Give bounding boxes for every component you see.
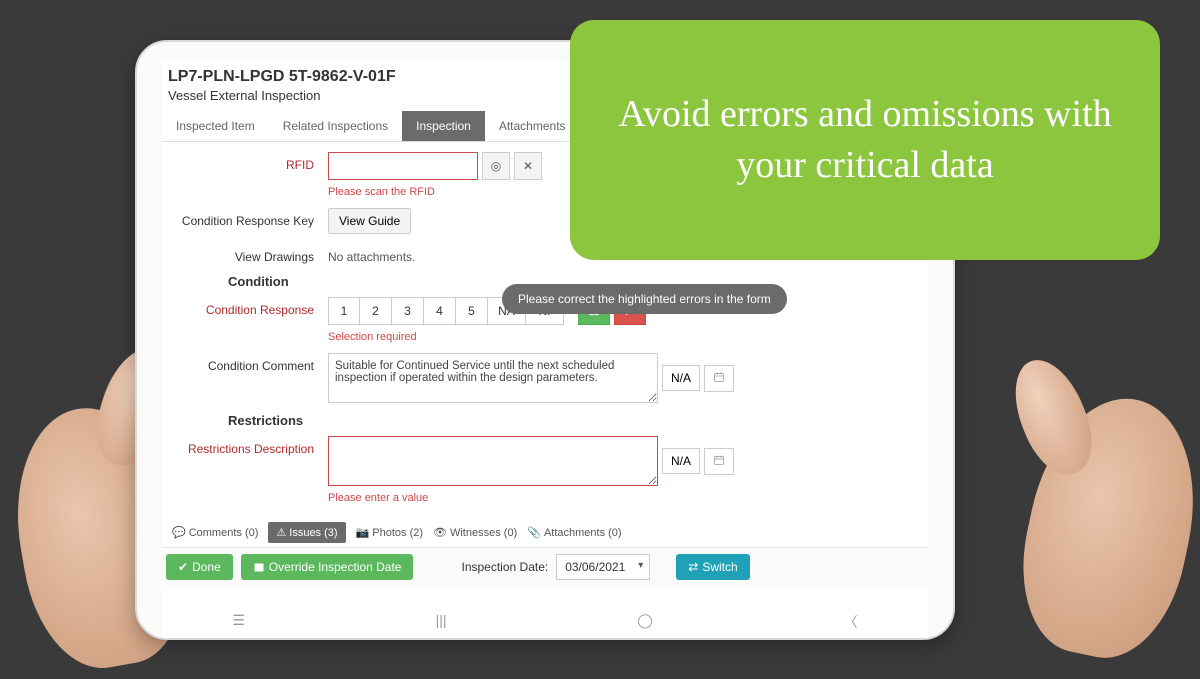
footer-bar: ✔ Done Override Inspection Date Inspecti… xyxy=(162,547,928,586)
tab-inspection[interactable]: Inspection xyxy=(402,111,485,141)
calendar-icon xyxy=(713,371,725,383)
restrictions-na-button[interactable]: N/A xyxy=(662,448,700,474)
cond-opt-1[interactable]: 1 xyxy=(328,297,360,325)
switch-label: Switch xyxy=(702,560,737,574)
bt-attachments-label: Attachments (0) xyxy=(544,527,622,539)
section-restrictions: Restrictions xyxy=(228,413,922,428)
cond-comment-na-button[interactable]: N/A xyxy=(662,365,700,391)
row-restrictions: Restrictions Description N/A Please ente… xyxy=(168,436,922,504)
error-toast: Please correct the highlighted errors in… xyxy=(502,284,787,314)
bottom-tab-bar: 💬 Comments (0) ⚠ Issues (3) 📷 Photos (2)… xyxy=(172,522,922,543)
override-label: Override Inspection Date xyxy=(269,560,402,574)
insp-date-label: Inspection Date: xyxy=(461,560,548,574)
view-drawings-text: No attachments. xyxy=(328,244,415,264)
bt-photos-label: Photos (2) xyxy=(372,527,423,539)
done-label: Done xyxy=(192,560,221,574)
cond-response-label: Condition Response xyxy=(168,297,328,317)
bt-comments-label: Comments (0) xyxy=(189,527,259,539)
calendar-icon xyxy=(253,561,265,573)
rfid-clear-icon[interactable]: ✕ xyxy=(514,152,542,180)
bt-comments[interactable]: 💬 Comments (0) xyxy=(172,526,258,539)
cond-comment-date-button[interactable] xyxy=(704,365,734,392)
cond-opt-3[interactable]: 3 xyxy=(392,297,424,325)
override-button[interactable]: Override Inspection Date xyxy=(241,554,414,580)
cond-response-help: Selection required xyxy=(328,331,922,343)
tab-inspected-item[interactable]: Inspected Item xyxy=(162,111,269,141)
bt-witnesses-label: Witnesses (0) xyxy=(450,527,517,539)
view-drawings-label: View Drawings xyxy=(168,244,328,264)
nav-recent-icon[interactable]: ☰ xyxy=(232,612,245,632)
cond-opt-2[interactable]: 2 xyxy=(360,297,392,325)
insp-date-select[interactable]: 03/06/2021 xyxy=(556,554,650,580)
nav-home-icon[interactable]: ||| xyxy=(436,612,447,632)
calendar-icon xyxy=(713,454,725,466)
bt-witnesses[interactable]: 👁 Witnesses (0) xyxy=(433,526,517,539)
tablet-nav-bar: ☰ ||| ◯ 〈 xyxy=(137,612,953,632)
restrictions-date-button[interactable] xyxy=(704,448,734,475)
callout-text: Avoid errors and omissions with your cri… xyxy=(606,89,1124,192)
restrictions-help: Please enter a value xyxy=(328,492,922,504)
done-button[interactable]: ✔ Done xyxy=(166,554,233,580)
tab-attachments[interactable]: Attachments xyxy=(485,111,580,141)
tab-related-inspections[interactable]: Related Inspections xyxy=(269,111,402,141)
cond-opt-4[interactable]: 4 xyxy=(424,297,456,325)
restrictions-textarea[interactable] xyxy=(328,436,658,486)
rfid-scan-icon[interactable]: ◎ xyxy=(482,152,510,180)
callout-card: Avoid errors and omissions with your cri… xyxy=(570,20,1160,260)
cond-comment-textarea[interactable] xyxy=(328,353,658,403)
rfid-input[interactable] xyxy=(328,152,478,180)
bt-issues-label: Issues (3) xyxy=(289,527,337,539)
nav-back-icon[interactable]: 〈 xyxy=(844,612,858,632)
restrictions-label: Restrictions Description xyxy=(168,436,328,456)
switch-button[interactable]: ⇄ Switch xyxy=(676,554,749,580)
bt-photos[interactable]: 📷 Photos (2) xyxy=(356,526,423,539)
row-cond-comment: Condition Comment N/A xyxy=(168,353,922,403)
cond-opt-5[interactable]: 5 xyxy=(456,297,488,325)
bt-attachments[interactable]: 📎 Attachments (0) xyxy=(527,526,621,539)
view-guide-button[interactable]: View Guide xyxy=(328,208,411,234)
cond-key-label: Condition Response Key xyxy=(168,208,328,228)
cond-comment-label: Condition Comment xyxy=(168,353,328,373)
nav-back-shape-icon[interactable]: ◯ xyxy=(637,612,653,632)
rfid-label: RFID xyxy=(168,152,328,172)
bt-issues[interactable]: ⚠ Issues (3) xyxy=(268,522,345,543)
